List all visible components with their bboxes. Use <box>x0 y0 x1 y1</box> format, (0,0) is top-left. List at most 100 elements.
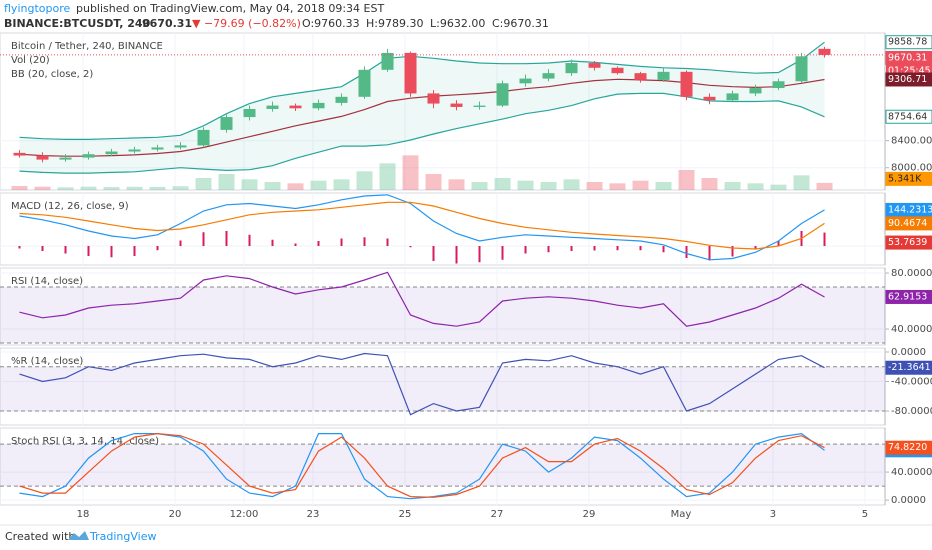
candle-body <box>749 88 762 94</box>
pane-title: RSI (14, close) <box>11 276 83 287</box>
volume-bar <box>103 187 120 190</box>
volume-bar <box>586 182 603 190</box>
histogram-bar <box>639 246 642 251</box>
x-tick-label: May <box>671 509 692 520</box>
candle-body <box>404 52 417 94</box>
volume-bar <box>333 179 350 190</box>
legend-bb: BB (20, close, 2) <box>11 69 93 80</box>
legend-volume: Vol (20) <box>11 55 50 66</box>
x-tick-label: 5 <box>862 509 868 520</box>
x-tick-label: 23 <box>307 509 320 520</box>
volume-bar <box>11 186 28 190</box>
pane-title: %R (14, close) <box>11 356 83 367</box>
volume-bar <box>793 175 810 190</box>
volume-bar <box>747 183 764 190</box>
candle-body <box>565 63 578 74</box>
volume-bar <box>816 182 833 190</box>
candle-body <box>542 73 555 79</box>
histogram-bar <box>409 246 412 248</box>
x-tick-label: 20 <box>169 509 182 520</box>
band-fill <box>0 444 885 487</box>
histogram-bar <box>524 246 527 254</box>
price-tag <box>885 235 932 250</box>
y-tick-label: -40.0000 <box>891 376 932 387</box>
bb-upper <box>19 41 825 140</box>
volume-bar <box>724 182 741 190</box>
candle-body <box>13 152 26 156</box>
candle-body <box>312 102 325 109</box>
volume-bar <box>126 186 143 190</box>
x-tick-label: 3 <box>770 509 776 520</box>
volume-bar <box>172 186 189 190</box>
symbol: BINANCE:BTCUSDT, 240 <box>4 17 151 30</box>
volume-bar <box>80 186 97 190</box>
price-tag-label: 8754.64 <box>888 111 927 122</box>
candle-body <box>726 93 739 101</box>
price-tag-label: 9670.31 <box>888 52 927 63</box>
histogram-bar <box>64 246 67 254</box>
y-tick-label: 8400.00 <box>891 136 932 147</box>
price-tag <box>885 35 932 50</box>
volume-bar <box>494 178 511 190</box>
x-tick-label: 29 <box>583 509 596 520</box>
x-tick-label: 25 <box>399 509 412 520</box>
price-tag-label: 74.8220 <box>888 442 927 453</box>
volume-bar <box>195 178 212 190</box>
countdown: 01:25:45 <box>888 65 931 76</box>
price-tag-label: 5.341K <box>888 173 922 184</box>
volume-bar <box>540 182 557 190</box>
band-fill <box>0 366 885 411</box>
candle-body <box>496 83 509 106</box>
histogram-bar <box>248 234 251 246</box>
footer-logo[interactable] <box>68 531 89 540</box>
volume-bar <box>471 182 488 190</box>
last-price: 9670.31 <box>142 17 192 30</box>
histogram-bar <box>271 239 274 246</box>
volume-bar <box>310 180 327 190</box>
pane <box>0 267 886 346</box>
y-tick-label: 40.0000 <box>891 324 932 335</box>
change: ▼ −79.69 (−0.82%) <box>192 17 301 30</box>
price-tag <box>885 171 932 186</box>
candle-body <box>197 129 210 146</box>
candle-body <box>243 108 256 118</box>
author[interactable]: flyingtopore <box>4 2 70 15</box>
volume-bar <box>149 186 166 190</box>
histogram-bar <box>225 231 228 246</box>
candle-body <box>519 78 532 84</box>
candle-body <box>105 151 118 155</box>
volume-bar <box>402 155 419 190</box>
candle-body <box>588 63 601 68</box>
histogram-bar <box>110 246 113 258</box>
histogram-bar <box>386 238 389 246</box>
y-tick-label: 8000.00 <box>891 163 932 174</box>
volume-bar <box>425 174 442 190</box>
price-tag <box>885 289 932 304</box>
price-tag <box>885 216 932 231</box>
histogram-bar <box>478 246 481 263</box>
histogram-bar <box>662 246 665 253</box>
ohlc-close: C:9670.31 <box>492 17 549 30</box>
y-tick-label: 0.0000 <box>891 495 926 506</box>
histogram-bar <box>133 246 136 256</box>
candle-body <box>220 117 233 130</box>
price-tag-label: 144.2313 <box>888 204 932 215</box>
volume-bar <box>655 182 672 190</box>
footer-brand[interactable]: TradingView <box>89 530 156 543</box>
candle-body <box>266 105 279 109</box>
indicator-line <box>19 352 825 416</box>
candle-body <box>611 67 624 74</box>
candle-body <box>36 155 49 160</box>
histogram-bar <box>363 237 366 246</box>
volume-bar <box>379 163 396 190</box>
histogram-bar <box>754 246 757 250</box>
candle-body <box>82 154 95 158</box>
histogram-bar <box>179 240 182 246</box>
price-tag <box>885 440 932 455</box>
candle-body <box>59 157 72 160</box>
published: published on TradingView.com, May 04, 20… <box>76 2 384 15</box>
candle-body <box>657 71 670 80</box>
price-tag-label: 62.9153 <box>888 291 927 302</box>
candle-body <box>289 105 302 109</box>
histogram-bar <box>455 246 458 264</box>
